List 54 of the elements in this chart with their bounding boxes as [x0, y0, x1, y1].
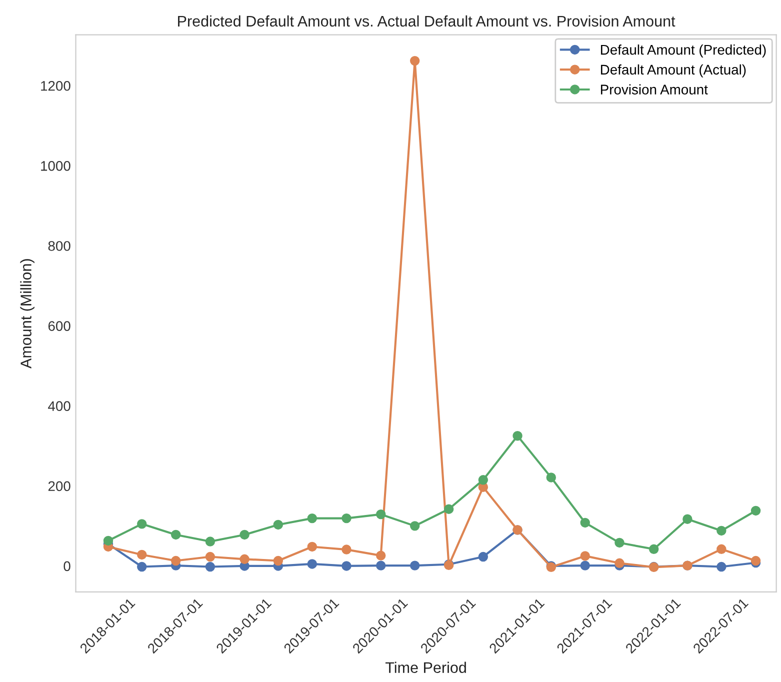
point: [136, 519, 147, 529]
legend-label: Default Amount (Predicted): [600, 44, 766, 58]
point: [580, 518, 590, 528]
point: [273, 520, 284, 530]
y-tick-label: 200: [48, 481, 70, 492]
point: [307, 559, 317, 569]
point: [546, 472, 556, 482]
y-axis-title: Amount (Million): [20, 259, 34, 369]
point: [103, 536, 114, 546]
point: [682, 514, 692, 524]
point: [205, 562, 216, 572]
point: [478, 552, 488, 562]
point: [136, 562, 147, 572]
point: [648, 544, 659, 554]
point: [444, 504, 454, 514]
point: [170, 556, 181, 566]
point: [376, 550, 386, 560]
point: [342, 561, 352, 571]
point: [205, 552, 216, 562]
point: [342, 513, 352, 524]
point: [240, 530, 250, 540]
legend-label: Default Amount (Actual): [600, 64, 746, 78]
point: [478, 475, 488, 485]
point: [716, 544, 726, 554]
point: [716, 562, 726, 572]
point: [716, 526, 726, 536]
point: [580, 551, 590, 561]
y-tick-label: 1000: [41, 161, 70, 171]
x-axis-title: Time Period: [385, 662, 466, 673]
y-tick-label: 600: [48, 321, 70, 331]
point: [205, 536, 216, 546]
point: [307, 542, 317, 552]
point: [512, 431, 522, 441]
point: [240, 554, 250, 564]
point: [376, 560, 386, 570]
point: [376, 509, 386, 520]
y-tick-label: 0: [64, 561, 70, 572]
point: [410, 521, 420, 531]
legend-label: Provision Amount: [600, 84, 708, 94]
y-tick-label: 1200: [41, 80, 70, 91]
y-tick-label: 800: [48, 241, 70, 251]
point: [410, 56, 420, 66]
point: [342, 544, 352, 554]
point: [750, 506, 761, 516]
point: [307, 513, 317, 524]
point: [580, 560, 590, 570]
point: [170, 530, 181, 540]
point: [614, 538, 624, 548]
point: [614, 558, 624, 568]
point: [136, 550, 147, 560]
point: [273, 556, 284, 566]
chart-title: Predicted Default Amount vs. Actual Default Amount vs. Provision Amount: [178, 15, 676, 27]
y-tick-label: 400: [48, 401, 70, 412]
point: [410, 560, 420, 570]
